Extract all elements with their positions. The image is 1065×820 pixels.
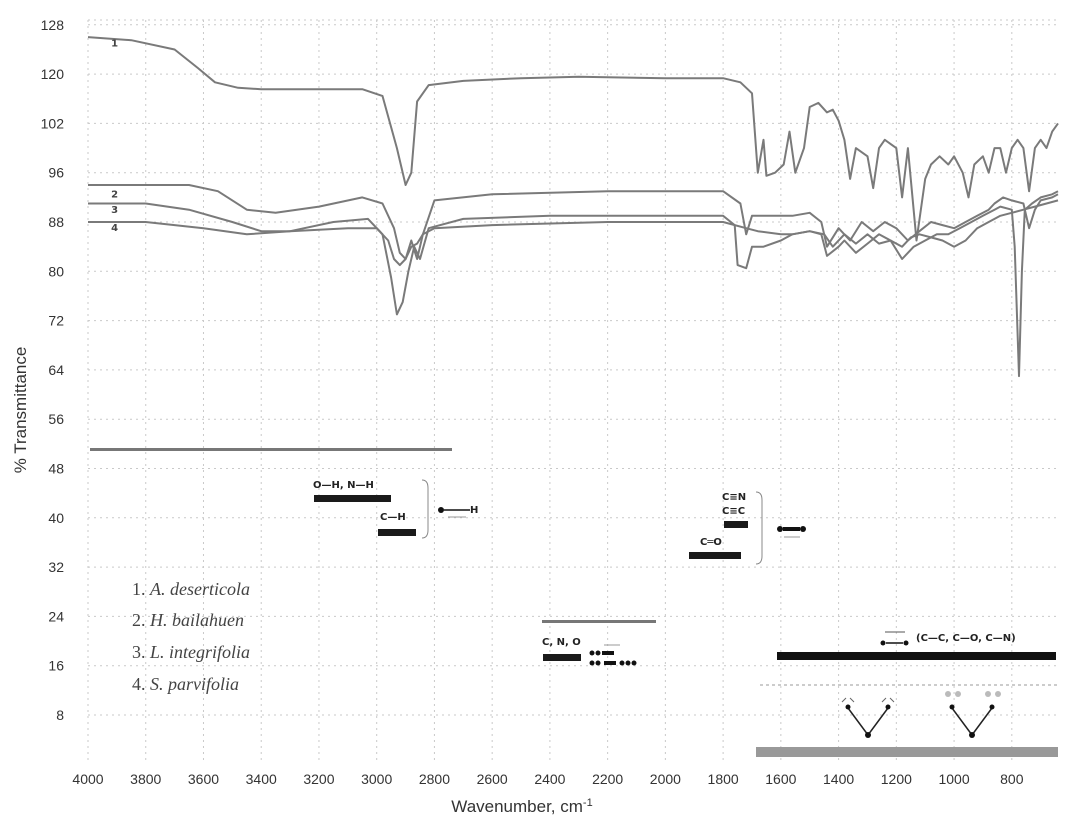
series-label: 4 [111,223,118,234]
series-line-1 [87,36,1059,242]
y-tick-label: 56 [48,411,64,427]
y-tick-label: 8 [56,707,64,723]
y-tick-label: 16 [48,658,64,674]
triple-bar [724,521,748,528]
y-tick-label: 40 [48,510,64,526]
series-line-2 [88,184,1059,260]
x-tick-label: 2000 [650,771,681,787]
oh-nh-label: O—H, N—H [313,480,374,491]
y-axis-title: % Transmittance [11,347,30,474]
y-tick-label: 64 [48,362,64,378]
x-tick-label: 3800 [130,771,161,787]
xh-region-line [90,448,452,451]
ch-bar [378,529,416,536]
y-tick-label: 24 [48,608,64,624]
triple-stretch-icon [589,644,637,666]
xh-stretch-icon: H [438,505,478,518]
spectra: 1 2 3 4 [87,36,1059,378]
y-tick-label: 32 [48,559,64,575]
ch-label: C—H [380,512,406,523]
x-tick-label: 3600 [188,771,219,787]
x-tick-label: 1600 [765,771,796,787]
x-tick-label: 2800 [419,771,450,787]
y-tick-label: 120 [41,66,65,82]
cno-label: C, N, O [542,637,581,648]
svg-text:H: H [470,505,478,516]
x-tick-label: 800 [1000,771,1024,787]
bending-mode-icon-left [841,697,895,738]
bond-region-annotations: O—H, N—H C—H H C, N, O C≡N C≡C [90,448,1058,757]
single-bonds-label: (C—C, C—O, C—N) [916,633,1016,644]
series-label: 1 [111,38,118,49]
double-stretch-icon [777,526,806,538]
x-tick-label: 3400 [246,771,277,787]
x-tick-label: 2400 [534,771,565,787]
co-double-label: C═O [700,537,722,548]
y-tick-label: 102 [41,115,65,131]
xh-bracket [421,479,429,539]
bending-mode-icon-right [945,691,1001,738]
oh-nh-bar [314,495,391,502]
x-tick-label: 1000 [938,771,969,787]
y-tick-label: 80 [48,263,64,279]
legend-entry: 2. H. bailahuen [132,610,244,630]
x-tick-label: 1800 [708,771,739,787]
legend-entry: 4. S. parvifolia [132,674,239,694]
legend: 1. A. deserticola 2. H. bailahuen 3. L. … [132,579,250,694]
grid [87,19,1058,763]
legend-entry: 1. A. deserticola [132,579,250,599]
y-tick-label: 48 [48,461,64,477]
x-axis-title: Wavenumber, cm-1 [451,797,592,816]
co-double-bar [689,552,741,559]
cno-bar [543,654,581,661]
x-tick-label: 2200 [592,771,623,787]
triple-region-line [542,620,656,623]
cc-triple-label: C≡C [722,506,745,517]
series-line-3 [88,190,1059,378]
x-tick-label: 1400 [823,771,854,787]
y-tick-label: 96 [48,165,64,181]
series-line-4 [88,199,1059,267]
x-tick-label: 3000 [361,771,392,787]
y-tick-label: 72 [48,313,64,329]
y-tick-label: 88 [48,214,64,230]
single-stretch-icon [880,631,909,646]
cn-triple-label: C≡N [722,492,746,503]
legend-entry: 3. L. integrifolia [132,642,250,662]
x-tick-label: 1200 [881,771,912,787]
bending-region-bar [756,747,1058,757]
single-bond-bar [777,652,1056,660]
y-tick-label: 128 [41,17,65,33]
x-tick-label: 2600 [477,771,508,787]
series-label: 2 [111,189,118,200]
series-label: 3 [111,205,118,216]
x-tick-label: 4000 [72,771,103,787]
double-bracket [755,491,763,565]
x-tick-label: 3200 [303,771,334,787]
